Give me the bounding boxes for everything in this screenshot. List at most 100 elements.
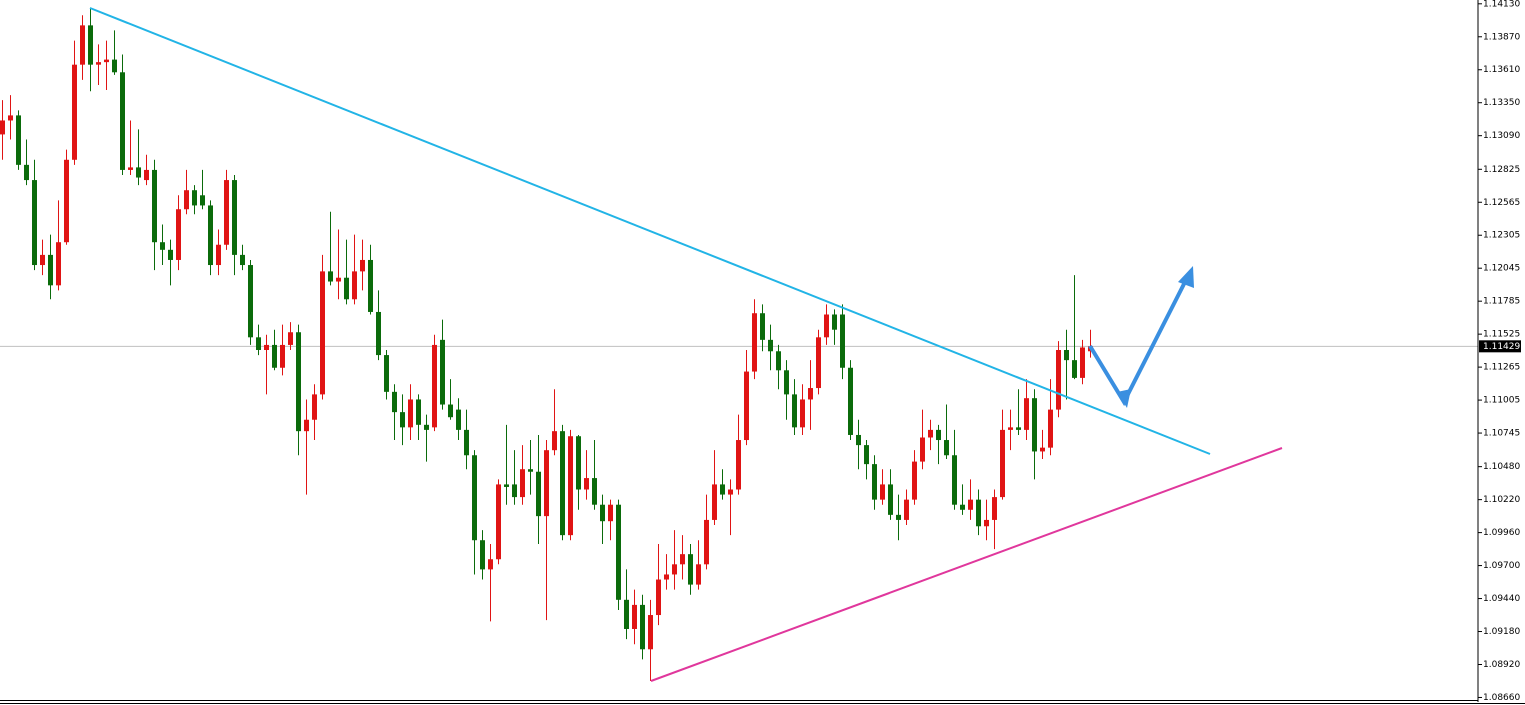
candle-body: [1016, 427, 1021, 430]
candle-body: [1048, 409, 1053, 448]
candle-body: [584, 478, 589, 490]
y-tick-label: 1.11525: [1483, 330, 1520, 340]
candle-body: [568, 436, 573, 536]
candle-body: [576, 436, 581, 490]
candle-body: [216, 244, 221, 266]
candle-body: [664, 574, 669, 580]
candle-body: [408, 399, 413, 428]
candle-body: [1064, 350, 1069, 361]
candle-body: [192, 190, 197, 206]
candle-body: [472, 455, 477, 541]
candle-body: [720, 484, 725, 495]
candle-body: [72, 64, 77, 160]
candle-body: [624, 599, 629, 629]
candle-body: [176, 209, 181, 260]
candle-body: [328, 271, 333, 282]
arrow-head: [1178, 266, 1194, 288]
candle-body: [888, 484, 893, 515]
candle-body: [840, 314, 845, 368]
candle-body: [232, 180, 237, 255]
candle-body: [552, 431, 557, 451]
y-tick-label: 1.09700: [1483, 561, 1520, 571]
candle-body: [360, 259, 365, 272]
candle-body: [208, 205, 213, 266]
candle-body: [56, 242, 61, 286]
candle-body: [200, 195, 205, 206]
candle-body: [312, 394, 317, 420]
candle-body: [1024, 398, 1029, 430]
candle-body: [280, 344, 285, 368]
candle-body: [1000, 429, 1005, 498]
candle-body: [352, 271, 357, 300]
candle-body: [32, 180, 37, 266]
candle-body: [160, 242, 165, 250]
candle-body: [928, 429, 933, 438]
candle-body: [128, 167, 133, 170]
candle-body: [400, 412, 405, 428]
candle-body: [920, 437, 925, 462]
candle-body: [936, 429, 941, 441]
y-tick-label: 1.13350: [1483, 98, 1520, 108]
price-label: 1.11429: [1483, 342, 1520, 352]
candle-body: [8, 115, 13, 121]
candle-body: [248, 265, 253, 338]
y-tick-label: 1.08920: [1483, 660, 1520, 670]
candle-body: [488, 559, 493, 570]
candle-body: [912, 461, 917, 500]
candle-body: [968, 499, 973, 510]
candle-body: [184, 190, 189, 210]
candle-body: [0, 120, 5, 135]
candle-body: [416, 399, 421, 425]
candle-body: [736, 440, 741, 490]
candle-body: [696, 564, 701, 585]
candle-body: [80, 25, 85, 65]
trend-line-resistance: [89, 7, 1211, 455]
candle-body: [848, 367, 853, 435]
candle-body: [96, 62, 101, 65]
candle-body: [880, 484, 885, 500]
candle-body: [496, 484, 501, 560]
candle-body: [632, 604, 637, 629]
candle-body: [224, 180, 229, 245]
candle-body: [16, 115, 21, 165]
candle-body: [896, 514, 901, 520]
candle-body: [656, 579, 661, 616]
candle-body: [1072, 360, 1077, 378]
y-tick-label: 1.11785: [1483, 297, 1520, 307]
y-tick-label: 1.13090: [1483, 131, 1520, 141]
candle-body: [984, 519, 989, 527]
candle-body: [864, 445, 869, 465]
candle-body: [40, 254, 45, 266]
candle-body: [304, 419, 309, 432]
candle-body: [544, 450, 549, 517]
candle-body: [816, 337, 821, 389]
candle-body: [1008, 427, 1013, 430]
candle-body: [88, 25, 93, 65]
y-tick-label: 1.08660: [1483, 693, 1520, 703]
y-tick-label: 1.12565: [1483, 198, 1520, 208]
candle-body: [992, 497, 997, 520]
candle-body: [504, 484, 509, 487]
y-tick-label: 1.11005: [1483, 396, 1520, 406]
candle-body: [336, 277, 341, 282]
candle-body: [608, 504, 613, 522]
candle-body: [768, 339, 773, 352]
candle-body: [272, 344, 277, 368]
y-tick-label: 1.10745: [1483, 429, 1520, 439]
candle-body: [752, 313, 757, 372]
y-tick-label: 1.14130: [1483, 0, 1520, 9]
candle-body: [1056, 350, 1061, 410]
trend-line-support: [650, 447, 1283, 682]
candle-body: [152, 169, 157, 243]
candle-body: [872, 464, 877, 500]
candle-body: [688, 554, 693, 585]
candle-body: [776, 351, 781, 371]
candle-body: [264, 344, 269, 350]
candle-body: [744, 371, 749, 441]
candle-body: [448, 404, 453, 418]
candle-body: [592, 478, 597, 505]
candle-body: [944, 440, 949, 456]
candle-body: [560, 431, 565, 536]
candle-body: [824, 314, 829, 338]
